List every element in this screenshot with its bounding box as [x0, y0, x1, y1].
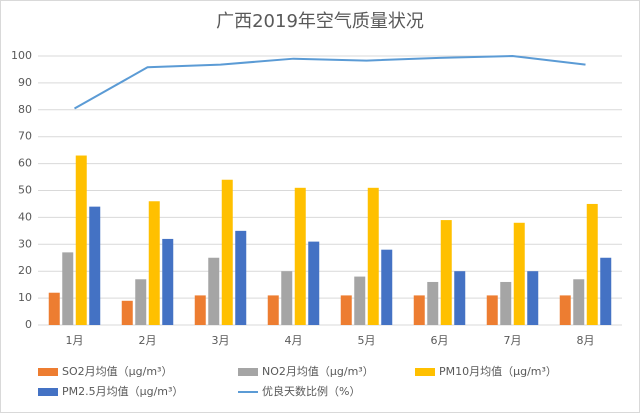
x-tick-label: 7月 [504, 334, 522, 347]
bar [340, 295, 352, 325]
bar [135, 279, 147, 325]
bar [500, 281, 512, 325]
y-tick-label: 30 [18, 237, 32, 250]
bar [600, 257, 612, 325]
legend-swatch [238, 368, 258, 376]
bar [427, 281, 439, 325]
bar [281, 271, 293, 325]
line [74, 54, 586, 110]
bar [221, 179, 233, 325]
y-tick-label: 90 [18, 76, 32, 89]
y-tick-label: 0 [25, 318, 32, 331]
legend-label: SO2月均值（μg/m³） [62, 365, 172, 378]
x-tick-label: 8月 [577, 334, 595, 347]
bar [308, 241, 320, 325]
bar [527, 271, 539, 325]
bar [294, 187, 306, 325]
bar [381, 249, 393, 325]
legend-swatch [415, 368, 435, 376]
y-tick-label: 20 [18, 264, 32, 277]
bar [440, 220, 452, 325]
legend-label: PM2.5月均值（μg/m³） [62, 385, 183, 398]
bar [162, 238, 174, 325]
bar [148, 201, 160, 325]
bar [513, 222, 525, 325]
legend-swatch [38, 368, 58, 376]
legend-label: PM10月均值（μg/m³） [439, 365, 557, 378]
y-tick-label: 100 [11, 49, 32, 62]
y-tick-label: 70 [18, 130, 32, 143]
y-tick-label: 80 [18, 103, 32, 116]
x-tick-label: 1月 [66, 334, 84, 347]
bar [559, 295, 571, 325]
legend-swatch [38, 388, 58, 396]
bar [267, 295, 279, 325]
x-tick-label: 2月 [139, 334, 157, 347]
bar [354, 276, 366, 325]
bar [235, 230, 247, 325]
y-tick-label: 10 [18, 291, 32, 304]
bar [89, 206, 101, 325]
bar [75, 155, 87, 325]
x-tick-label: 5月 [358, 334, 376, 347]
y-tick-label: 60 [18, 157, 32, 170]
x-tick-label: 6月 [431, 334, 449, 347]
bar [194, 295, 206, 325]
bar [62, 252, 74, 325]
bar [573, 279, 585, 325]
bar [486, 295, 498, 325]
y-tick-label: 50 [18, 184, 32, 197]
x-tick-label: 4月 [285, 334, 303, 347]
bar [48, 292, 60, 325]
bar [586, 203, 598, 325]
chart-title: 广西2019年空气质量状况 [216, 11, 424, 32]
bar [367, 187, 379, 325]
bar [454, 271, 466, 325]
x-tick-label: 3月 [212, 334, 230, 347]
y-tick-label: 40 [18, 210, 32, 223]
bar [413, 295, 425, 325]
bar [121, 300, 133, 325]
bar [208, 257, 220, 325]
legend-label: NO2月均值（μg/m³） [262, 365, 374, 378]
legend-label: 优良天数比例（%） [262, 384, 360, 398]
